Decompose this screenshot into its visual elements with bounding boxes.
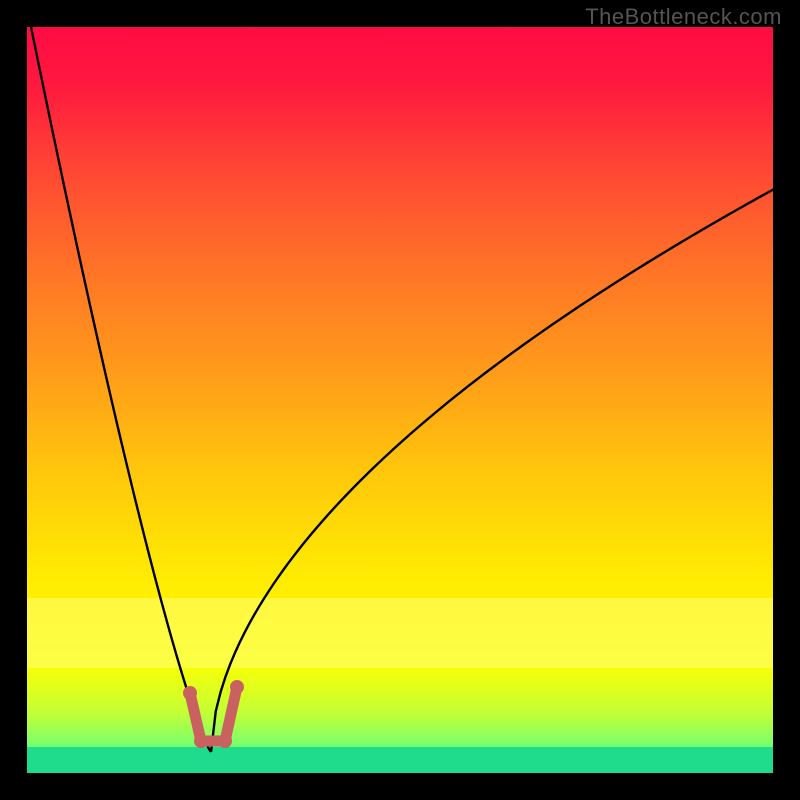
left-curve <box>27 27 211 752</box>
valley-marker <box>183 680 244 748</box>
right-curve <box>211 182 773 752</box>
watermark-text: TheBottleneck.com <box>585 4 782 30</box>
marker-dot-left <box>183 686 197 700</box>
marker-dot-bottom-right <box>218 734 232 748</box>
marker-dot-bottom-left <box>194 734 208 748</box>
plot-area <box>27 27 773 773</box>
marker-dot-right <box>230 680 244 694</box>
bottleneck-curves <box>27 27 773 773</box>
